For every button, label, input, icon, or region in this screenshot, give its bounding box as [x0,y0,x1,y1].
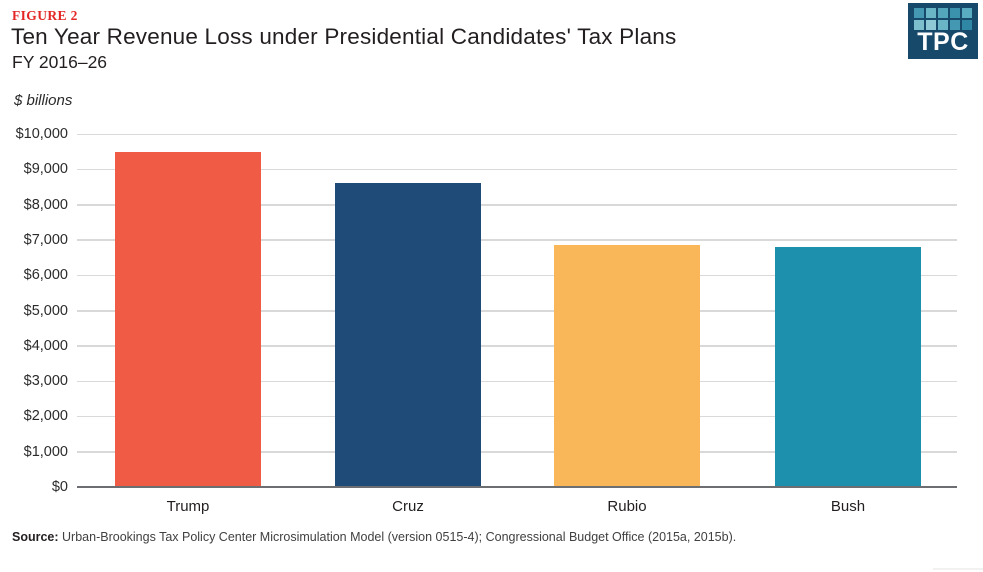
gridline [77,451,957,453]
gridline [77,204,957,206]
bar-rubio [554,245,700,487]
logo-square [950,20,960,30]
y-tick-label: $1,000 [23,443,68,460]
y-tick-label: $3,000 [23,373,68,390]
gridline [77,168,957,171]
source-text: Urban-Brookings Tax Policy Center Micros… [62,530,737,544]
gridline [77,239,957,241]
gridline [77,310,957,312]
y-tick-label: $2,000 [23,408,68,425]
logo-square [962,20,972,30]
source-label: Source: [12,530,59,544]
bar-trump [115,151,261,487]
bar-cruz [335,183,481,487]
y-tick-label: $6,000 [23,267,68,284]
logo-square [914,8,924,18]
y-axis-unit-label: $ billions [14,92,73,109]
tpc-logo: TPC [908,3,978,59]
x-category-label: Trump [166,498,210,515]
bar-chart: $0 $1,000 $2,000 $3,000 $4,000 $5,000 $6,000 $7… [16,126,957,515]
x-category-label: Rubio [607,498,647,515]
x-category-label: Cruz [392,498,424,515]
x-category-label: Bush [830,498,866,515]
y-tick-label: $0 [51,479,68,495]
gridline [77,133,957,135]
y-tick-label: $4,000 [23,337,68,354]
y-tick-label: $5,000 [23,302,68,319]
logo-square [962,8,972,18]
logo-square [950,8,960,18]
gridline [77,345,957,347]
y-tick-label: $8,000 [23,196,68,213]
logo-square [914,20,924,30]
y-tick-label: $10,000 [15,126,68,142]
logo-square [926,20,936,30]
y-tick-label: $7,000 [23,231,68,248]
y-tick-label: $9,000 [23,161,68,178]
chart-subtitle: FY 2016–26 [12,52,108,72]
gridline [77,415,957,418]
source-note: Source: Urban-Brookings Tax Policy Cente… [12,530,736,544]
logo-square [926,8,936,18]
logo-square [938,8,948,18]
logo-text: TPC [917,28,969,56]
x-axis-baseline [77,486,957,488]
chart-title: Ten Year Revenue Loss under Presidential… [11,24,677,49]
bar-bush [775,246,921,487]
gridline [77,274,957,277]
logo-squares-grid [914,8,972,30]
screen-edge-artifact [933,568,983,570]
logo-square [938,20,948,30]
figure-label: FIGURE 2 [12,8,78,23]
gridline [77,380,957,383]
